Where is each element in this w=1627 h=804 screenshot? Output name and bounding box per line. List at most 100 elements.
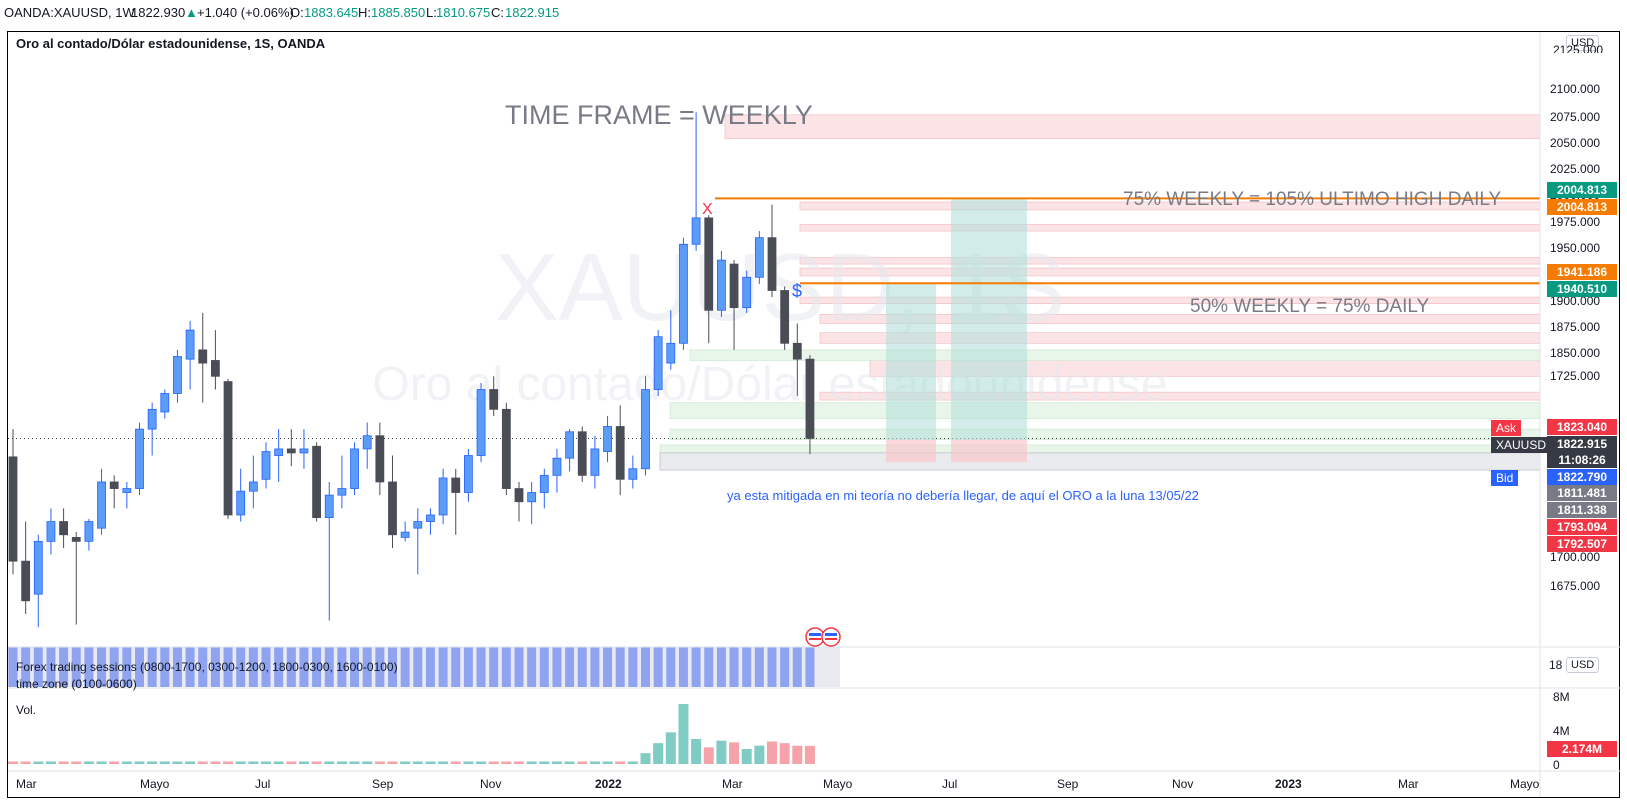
candle-body [539, 474, 549, 493]
candle-body [754, 237, 764, 278]
volume-bar [298, 761, 309, 764]
price-tag-label: 1822.915 [1547, 436, 1617, 452]
time-tick-label: Mar [1398, 777, 1419, 791]
volume-bar [45, 761, 56, 764]
session-bar [501, 647, 511, 687]
candle-body [552, 457, 562, 476]
volume-bar [210, 761, 221, 764]
note-annotation[interactable]: ya esta mitigada en mi teoría no debería… [727, 488, 1199, 503]
candle-body [46, 521, 56, 542]
volume-bar [602, 761, 613, 764]
low-value: 1810.675 [436, 5, 491, 20]
currency-badge[interactable]: USD [1566, 35, 1600, 51]
candle-body [413, 521, 423, 529]
session-bar [565, 647, 575, 687]
session-bar [71, 647, 81, 687]
volume-bar [501, 761, 512, 764]
x-marker[interactable]: X [702, 201, 713, 218]
volume-bar [273, 761, 284, 764]
volume-bar [526, 761, 537, 764]
flags-icon[interactable] [805, 627, 841, 647]
volume-bar [514, 761, 524, 764]
session-bar [388, 647, 397, 687]
session-bar [135, 647, 144, 687]
volume-bar [703, 747, 714, 764]
candle-body [33, 540, 43, 595]
symbol-name[interactable]: OANDA:XAUUSD, 1W [4, 5, 135, 20]
session-bar [767, 647, 777, 687]
level-75-annotation[interactable]: 75% WEEKLY = 105% ULTIMO HIGH DAILY [1123, 189, 1502, 210]
time-tick-label: Mayo [823, 777, 853, 791]
volume-bar [235, 761, 246, 764]
volume-last-tag: 2.174M [1547, 741, 1617, 757]
price-tag-label: 2004.813 [1547, 199, 1617, 215]
candle-body [299, 448, 309, 454]
bid-tag: Bid [1491, 470, 1519, 486]
session-bar [716, 647, 726, 687]
sessions-currency-badge[interactable]: USD [1566, 657, 1600, 673]
volume-label[interactable]: Vol. [16, 703, 37, 717]
session-bar [375, 647, 385, 687]
supply-zone [799, 224, 1541, 232]
candle-body [21, 560, 31, 602]
session-bar [324, 647, 334, 687]
volume-bar [362, 761, 373, 764]
candle-body [426, 514, 435, 522]
session-bar [438, 647, 448, 687]
candle-body [805, 358, 815, 439]
volume-tick-4m: 4M [1553, 724, 1570, 738]
session-bar [350, 647, 360, 687]
volume-bar [463, 761, 474, 764]
volume-bar [640, 753, 651, 764]
candle-body [451, 477, 461, 493]
price-tag-label: 1792.507 [1547, 536, 1617, 552]
chart-title[interactable]: Oro al contado/Dólar estadounidense, 1S,… [16, 36, 326, 51]
open-value: 1883.645 [304, 5, 359, 20]
session-bar [729, 647, 739, 687]
session-bar [97, 647, 107, 687]
session-bar [261, 647, 271, 687]
candle-body [185, 329, 195, 360]
level-50-annotation[interactable]: 50% WEEKLY = 75% DAILY [1190, 296, 1430, 317]
session-bar [46, 647, 56, 687]
session-bar [628, 647, 638, 687]
candle-body [8, 456, 18, 562]
candle-body [565, 431, 574, 459]
volume-bar [71, 761, 82, 764]
timeframe-annotation[interactable]: TIME FRAME = WEEKLY [505, 100, 813, 130]
candle-body [577, 431, 587, 476]
volume-bar [311, 761, 322, 764]
price-tick-label-partial: 2125.000 [1553, 43, 1604, 53]
time-tick-label: Mar [16, 777, 37, 791]
volume-bar [729, 742, 740, 764]
candle-body [59, 521, 68, 536]
candle-body [97, 481, 106, 529]
sessions-label[interactable]: Forex trading sessions (0800-1700, 0300-… [16, 660, 398, 674]
low-label: L: [426, 5, 437, 20]
session-bar [754, 647, 764, 687]
session-bar [704, 647, 714, 687]
candle-body [704, 217, 714, 311]
volume-bar [185, 761, 196, 764]
session-bar [400, 647, 410, 687]
session-bar [539, 647, 549, 687]
session-bar [577, 647, 587, 687]
candle-body [375, 435, 385, 483]
price-tick-label: 1900.000 [1550, 294, 1601, 308]
session-bar [147, 647, 157, 687]
price-tick-label: 1850.000 [1550, 346, 1601, 360]
candle-body [236, 490, 246, 516]
candle-body [489, 389, 499, 410]
candle-body [223, 381, 233, 516]
session-bar [805, 647, 815, 687]
session-bar [653, 647, 663, 687]
price-tick-label: 1875.000 [1550, 320, 1601, 334]
candle-body [742, 276, 752, 309]
volume-bar [716, 740, 727, 764]
candle-body [274, 448, 284, 456]
candle-body [463, 455, 473, 493]
session-bar [160, 647, 170, 687]
volume-bar [109, 761, 120, 764]
price-tick-label: 2025.000 [1550, 162, 1601, 176]
